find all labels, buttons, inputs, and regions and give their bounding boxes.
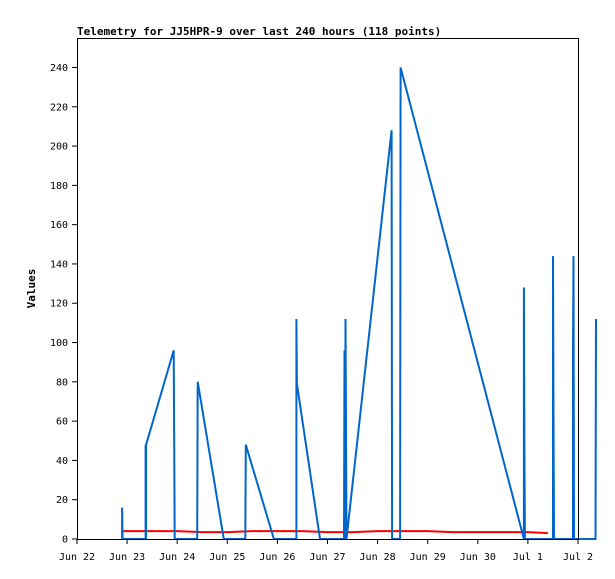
x-tick-label: Jun 23 xyxy=(109,552,145,563)
y-tick-label: 120 xyxy=(50,299,68,310)
y-tick-label: 0 xyxy=(62,535,68,546)
x-tick-label: Jun 27 xyxy=(309,552,345,563)
y-axis-label: Values xyxy=(25,269,38,309)
series-line-1 xyxy=(122,530,548,535)
x-tick-label: Jun 22 xyxy=(59,552,95,563)
x-tick-label: Jul 1 xyxy=(513,552,543,563)
y-tick-label: 160 xyxy=(50,220,68,231)
x-tick-label: Jun 24 xyxy=(159,552,195,563)
x-tick-label: Jun 25 xyxy=(209,552,245,563)
y-tick-label: 200 xyxy=(50,142,68,153)
x-tick-label: Jun 26 xyxy=(259,552,295,563)
x-axis-ticks: Jun 22 Jun 23 Jun 24 Jun 25 Jun 26 Jun 27 Jun … xyxy=(59,539,593,563)
x-tick-label: Jun 28 xyxy=(360,552,396,563)
y-tick-label: 40 xyxy=(56,456,68,467)
y-axis-ticks: 0 20 40 60 80 100 120 140 160 180 200 220 240 xyxy=(50,63,77,546)
chart-title: Telemetry for JJ5HPR-9 over last 240 hou… xyxy=(77,25,441,38)
series-layer xyxy=(121,67,597,540)
plot-frame xyxy=(77,38,579,540)
y-tick-label: 140 xyxy=(50,259,68,270)
y-tick-label: 240 xyxy=(50,63,68,74)
y-tick-label: 80 xyxy=(56,377,68,388)
y-tick-label: 180 xyxy=(50,181,68,192)
series-line-2 xyxy=(121,67,597,540)
y-tick-label: 220 xyxy=(50,102,68,113)
y-tick-label: 60 xyxy=(56,417,68,428)
x-tick-label: Jul 2 xyxy=(563,552,593,563)
x-tick-label: Jun 30 xyxy=(460,552,496,563)
y-tick-label: 20 xyxy=(56,495,68,506)
x-tick-label: Jun 29 xyxy=(410,552,446,563)
y-tick-label: 100 xyxy=(50,338,68,349)
